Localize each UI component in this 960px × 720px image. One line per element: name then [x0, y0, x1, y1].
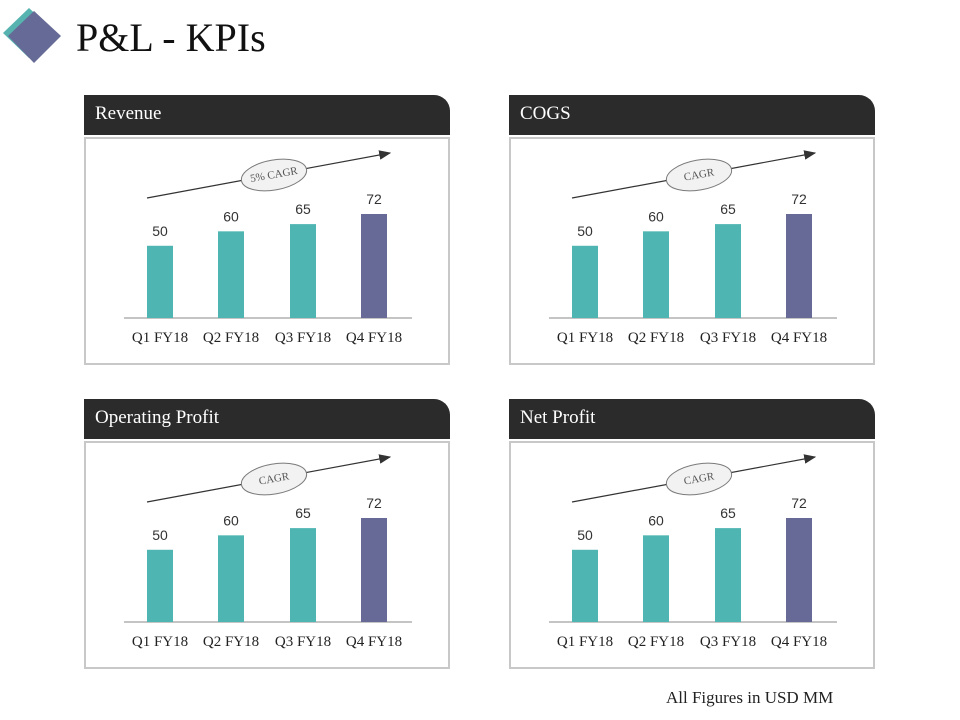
cagr-label: CAGR	[683, 166, 716, 183]
bar	[361, 518, 387, 622]
x-tick-label: Q3 FY18	[700, 634, 756, 650]
footnote: All Figures in USD MM	[666, 688, 834, 707]
panel-header: COGS	[509, 95, 875, 135]
cagr-ellipse	[240, 158, 308, 192]
data-label: 50	[577, 223, 593, 239]
data-label: 65	[295, 505, 311, 521]
bar	[572, 549, 598, 622]
data-label: 65	[720, 201, 736, 217]
panel-header: Operating Profit	[84, 399, 450, 439]
data-label: 60	[223, 512, 239, 528]
data-label: 60	[648, 512, 664, 528]
cagr-ellipse	[665, 462, 733, 496]
net-profit-bar-chart: CAGR 50 Q1 FY18 60 Q2 FY18 65 Q3 FY18 72 Q4 FY18	[549, 454, 837, 650]
x-tick-label: Q3 FY18	[700, 330, 756, 346]
panel-revenue: Revenue 5% CAGR 50 Q1 FY18 60 Q2 FY18 65 Q3 FY…	[84, 95, 450, 365]
chart-area: CAGR 50 Q1 FY18 60 Q2 FY18 65 Q3 FY18 72 Q4 FY18	[509, 441, 875, 669]
bar	[290, 528, 316, 622]
data-label: 50	[577, 527, 593, 543]
cagr-label: CAGR	[683, 470, 716, 487]
data-label: 65	[295, 201, 311, 217]
panel-operating-profit: Operating Profit CAGR 50 Q1 FY18 60 Q2 FY18 6…	[84, 399, 450, 669]
x-tick-label: Q1 FY18	[132, 634, 188, 650]
x-tick-label: Q1 FY18	[557, 330, 613, 346]
data-label: 65	[720, 505, 736, 521]
x-tick-label: Q2 FY18	[628, 634, 684, 650]
x-tick-label: Q2 FY18	[203, 330, 259, 346]
bar	[361, 214, 387, 318]
x-tick-label: Q3 FY18	[275, 330, 331, 346]
bar	[572, 245, 598, 318]
chart-area: CAGR 50 Q1 FY18 60 Q2 FY18 65 Q3 FY18 72 Q4 FY18	[84, 441, 450, 669]
bar	[786, 518, 812, 622]
cagr-ellipse	[665, 158, 733, 192]
panel-cogs: COGS CAGR 50 Q1 FY18 60 Q2 FY18 65 Q3 FY18 72 Q4…	[509, 95, 875, 365]
chart-area: CAGR 50 Q1 FY18 60 Q2 FY18 65 Q3 FY18 72 Q4 FY18	[509, 137, 875, 365]
x-tick-label: Q2 FY18	[628, 330, 684, 346]
x-tick-label: Q4 FY18	[346, 330, 402, 346]
panel-header: Net Profit	[509, 399, 875, 439]
cogs-bar-chart: CAGR 50 Q1 FY18 60 Q2 FY18 65 Q3 FY18 72 Q4 FY18	[549, 150, 837, 346]
panel-net-profit: Net Profit CAGR 50 Q1 FY18 60 Q2 FY18 65 Q3 FY…	[509, 399, 875, 669]
data-label: 72	[366, 191, 382, 207]
bar	[643, 231, 669, 318]
bar	[715, 528, 741, 622]
x-tick-label: Q1 FY18	[132, 330, 188, 346]
bar	[643, 535, 669, 622]
x-tick-label: Q4 FY18	[771, 634, 827, 650]
diamond-logo-icon	[3, 8, 61, 63]
operating-profit-bar-chart: CAGR 50 Q1 FY18 60 Q2 FY18 65 Q3 FY18 72 Q4 FY18	[124, 454, 412, 650]
data-label: 72	[791, 495, 807, 511]
bar	[218, 231, 244, 318]
x-tick-label: Q4 FY18	[771, 330, 827, 346]
cagr-label: CAGR	[258, 470, 291, 487]
bar	[715, 224, 741, 318]
data-label: 72	[791, 191, 807, 207]
bar	[290, 224, 316, 318]
bar	[218, 535, 244, 622]
data-label: 50	[152, 223, 168, 239]
x-tick-label: Q2 FY18	[203, 634, 259, 650]
data-label: 60	[648, 208, 664, 224]
x-tick-label: Q3 FY18	[275, 634, 331, 650]
chart-area: 5% CAGR 50 Q1 FY18 60 Q2 FY18 65 Q3 FY18 72 Q4 F…	[84, 137, 450, 365]
page-title: P&L - KPIs	[76, 15, 266, 60]
data-label: 72	[366, 495, 382, 511]
cagr-ellipse	[240, 462, 308, 496]
x-tick-label: Q4 FY18	[346, 634, 402, 650]
bar	[147, 245, 173, 318]
data-label: 50	[152, 527, 168, 543]
bar	[147, 549, 173, 622]
data-label: 60	[223, 208, 239, 224]
panel-header: Revenue	[84, 95, 450, 135]
x-tick-label: Q1 FY18	[557, 634, 613, 650]
bar	[786, 214, 812, 318]
